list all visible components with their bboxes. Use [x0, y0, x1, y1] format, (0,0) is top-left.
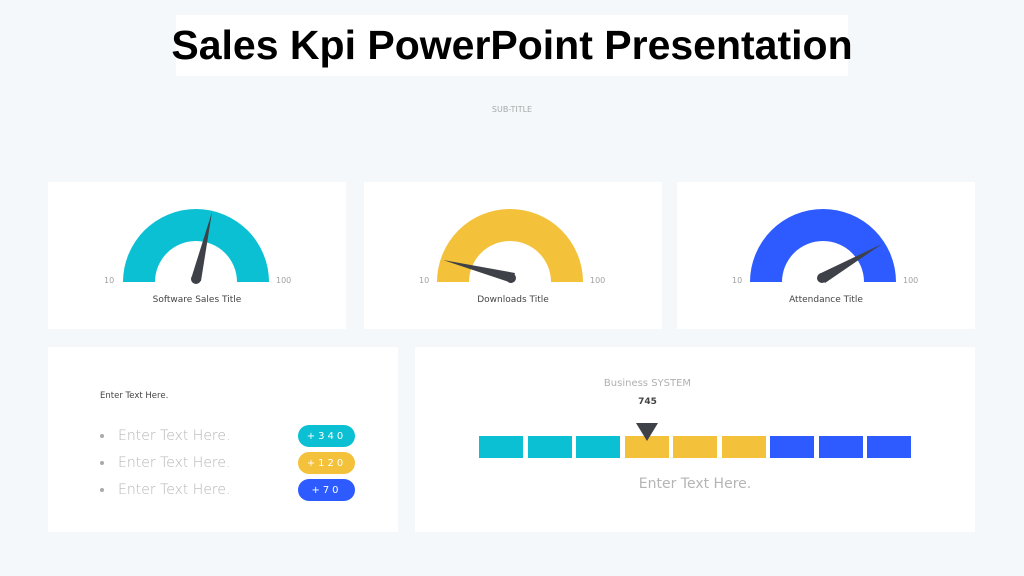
gauge-max: 100 [590, 276, 606, 285]
list-heading: Enter Text Here. [100, 391, 169, 401]
system-card: Business SYSTEM 745 Enter Text Here. [415, 347, 975, 532]
gauge-max: 100 [903, 276, 919, 285]
gauge-card-software-sales: 10 100 Software Sales Title [48, 182, 346, 329]
gauge-min: 10 [104, 276, 115, 285]
system-label: Business SYSTEM [603, 378, 692, 389]
bar-segment [624, 436, 669, 458]
title-box: Sales Kpi PowerPoint Presentation [171, 15, 853, 76]
list-card: Enter Text Here. Enter Text Here. +340 E… [48, 347, 398, 532]
segmented-bar [479, 436, 911, 458]
list-item: Enter Text Here. [100, 479, 360, 501]
bullet-icon [100, 461, 104, 465]
badge-pill: +70 [298, 479, 355, 501]
bar-segment [721, 436, 766, 458]
marker-triangle-icon [636, 423, 658, 441]
bar-segment [576, 436, 620, 458]
bullet-icon [100, 488, 104, 492]
bar-segment [479, 436, 523, 458]
badge-pill: +340 [298, 425, 355, 447]
system-caption: Enter Text Here. [638, 476, 752, 492]
gauge-card-attendance: 10 100 Attendance Title [677, 182, 975, 329]
bar-segment [818, 436, 863, 458]
gauge-title: Software Sales Title [152, 295, 242, 305]
gauge-title: Downloads Title [477, 295, 549, 305]
bar-segment [867, 436, 911, 458]
bar-segment [770, 436, 814, 458]
list-item: Enter Text Here. [100, 452, 360, 474]
list-item: Enter Text Here. [100, 425, 360, 447]
page-title: Sales Kpi PowerPoint Presentation [171, 22, 853, 68]
subtitle: SUB-TITLE [491, 105, 533, 114]
gauge-min: 10 [419, 276, 430, 285]
list-item-text: Enter Text Here. [118, 455, 231, 471]
system-value: 745 [638, 397, 657, 407]
gauge-downloads-icon [437, 209, 583, 283]
gauge-max: 100 [276, 276, 292, 285]
gauge-software-sales-icon [123, 209, 269, 284]
gauge-card-downloads: 10 100 Downloads Title [364, 182, 662, 329]
gauge-attendance-icon [750, 209, 896, 283]
bar-segment [527, 436, 572, 458]
bar-segment [673, 436, 717, 458]
bullet-icon [100, 434, 104, 438]
badge-pill: +120 [298, 452, 355, 474]
gauge-min: 10 [732, 276, 743, 285]
list-item-text: Enter Text Here. [118, 482, 231, 498]
list-item-text: Enter Text Here. [118, 428, 231, 444]
gauge-title: Attendance Title [789, 295, 863, 305]
